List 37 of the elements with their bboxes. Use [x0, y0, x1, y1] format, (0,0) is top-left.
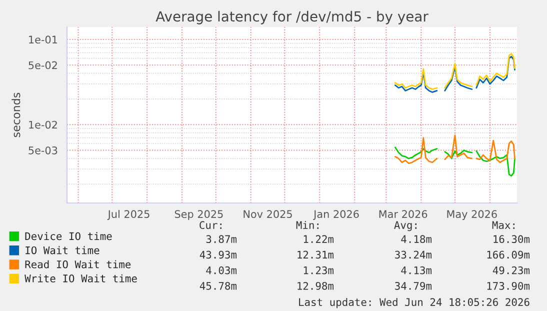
text: 12.31m	[298, 250, 334, 259]
text: Cur:	[200, 221, 222, 230]
text: 43.93m	[200, 250, 237, 259]
legend-label: Device IO time	[25, 232, 112, 240]
x-tick-label: Jul 2025	[107, 210, 150, 220]
chart-title: Average latency for /dev/md5 - by year	[156, 10, 428, 24]
text: 49.23m	[492, 266, 530, 274]
y-tick-label: 5e-03	[28, 146, 58, 154]
y-axis-title: seconds	[12, 92, 20, 138]
text: 166.09m	[487, 250, 530, 259]
x-tick-label: Sep 2025	[174, 210, 223, 220]
text: 173.90m	[487, 282, 530, 290]
legend-label: Write IO Wait time	[24, 274, 137, 282]
legend-label: Read IO Wait time	[25, 260, 131, 268]
text: 34.79m	[395, 282, 432, 290]
text: 3.87m	[206, 235, 237, 244]
text: 12.98m	[298, 282, 334, 290]
text: 16.30m	[494, 235, 530, 244]
text: 4.03m	[206, 266, 237, 274]
text: 33.24m	[395, 250, 432, 259]
text: Last update: Wed Jun 24 18:05:26 2026	[299, 298, 530, 308]
y-tick-label: 5e-02	[28, 61, 57, 70]
text: 45.78m	[200, 282, 237, 290]
text: 1.22m	[304, 235, 334, 243]
y-tick-label: 1e-01	[29, 36, 58, 44]
text: Max:	[492, 221, 514, 230]
text: 4.13m	[401, 266, 432, 274]
x-tick-label: May 2026	[447, 210, 497, 220]
text: Avg:	[394, 221, 416, 232]
y-tick-label: 1e-02	[29, 120, 57, 129]
x-tick-label: Jan 2026	[313, 210, 359, 220]
x-tick-label: Nov 2025	[244, 210, 292, 218]
text: 1.23m	[304, 266, 334, 274]
legend-label: IO Wait time	[26, 246, 100, 254]
text: Min:	[296, 220, 318, 229]
x-tick-label: Mar 2026	[379, 210, 428, 218]
text: 4.18m	[401, 235, 432, 244]
